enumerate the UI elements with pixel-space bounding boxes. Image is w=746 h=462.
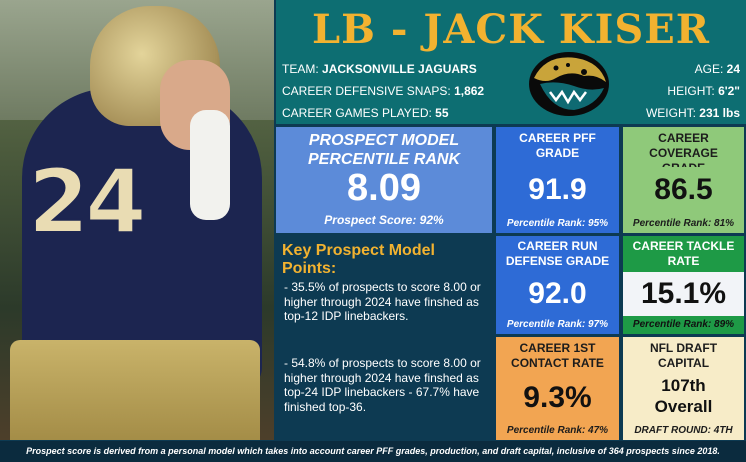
player-hand	[190, 110, 230, 220]
pff-label-line1: CAREER PFF	[519, 131, 596, 145]
player-pants	[10, 340, 260, 440]
games-label: CAREER GAMES PLAYED:	[282, 106, 432, 120]
draft-label-line2: CAPITAL	[657, 356, 710, 370]
games-value: 55	[435, 106, 449, 120]
games-info: CAREER GAMES PLAYED: 55	[282, 106, 449, 120]
prospect-rank-box: PROSPECT MODEL PERCENTILE RANK 8.09 Pros…	[276, 127, 492, 233]
prospect-label-line1: PROSPECT MODEL	[308, 132, 460, 149]
tackle-rate-label: CAREER TACKLE RATE	[623, 239, 744, 269]
pff-grade-label: CAREER PFF GRADE	[496, 131, 619, 161]
draft-capital-value: 107th Overall	[623, 375, 744, 417]
run-defense-rank: Percentile Rank: 97%	[506, 319, 609, 330]
run-defense-box: CAREER RUN DEFENSE GRADE 92.0 Percentile…	[496, 236, 619, 334]
weight-info: WEIGHT: 231 lbs	[646, 106, 740, 120]
draft-label-line1: NFL DRAFT	[649, 341, 718, 355]
snaps-info: CAREER DEFENSIVE SNAPS: 1,862	[282, 84, 484, 98]
contact-rate-rank: Percentile Rank: 47%	[506, 425, 609, 436]
coverage-grade-value: 86.5	[623, 167, 744, 213]
team-value: JACKSONVILLE JAGUARS	[322, 62, 477, 76]
snaps-label: CAREER DEFENSIVE SNAPS:	[282, 84, 451, 98]
key-point-2: - 54.8% of prospects to score 8.00 or hi…	[284, 356, 481, 414]
run-label-line2: DEFENSE GRADE	[505, 254, 610, 268]
pff-grade-value: 91.9	[496, 167, 619, 213]
player-title: LB - JACK KISER	[312, 6, 710, 53]
pff-grade-rank: Percentile Rank: 95%	[506, 218, 609, 229]
tackle-label-line1: CAREER TACKLE	[632, 239, 735, 253]
prospect-score: Prospect Score: 92%	[324, 213, 444, 227]
key-points-title: Key Prospect Model Points:	[282, 242, 435, 277]
player-photo: 24	[0, 0, 274, 440]
contact-rate-value: 9.3%	[496, 375, 619, 421]
run-defense-value: 92.0	[496, 272, 619, 316]
pff-grade-box: CAREER PFF GRADE 91.9 Percentile Rank: 9…	[496, 127, 619, 233]
age-value: 24	[726, 62, 740, 76]
snaps-value: 1,862	[454, 84, 485, 98]
jersey-number: 24	[27, 149, 147, 254]
jaguars-logo-icon	[529, 52, 609, 116]
prospect-label-line2: PERCENTILE RANK	[307, 151, 460, 168]
draft-value-line2: Overall	[654, 397, 713, 416]
tackle-rate-value: 15.1%	[623, 272, 744, 316]
height-value: 6'2"	[718, 84, 740, 98]
weight-label: WEIGHT:	[645, 106, 696, 120]
weight-value: 231 lbs	[699, 106, 740, 120]
age-info: AGE: 24	[695, 62, 740, 76]
run-defense-label: CAREER RUN DEFENSE GRADE	[496, 239, 619, 269]
height-info: HEIGHT: 6'2"	[667, 84, 740, 98]
contact-label-line1: CAREER 1ST	[519, 341, 596, 355]
coverage-grade-box: CAREER COVERAGE GRADE 86.5 Percentile Ra…	[623, 127, 744, 233]
tackle-rate-rank: Percentile Rank: 89%	[632, 319, 735, 330]
draft-value-line1: 107th	[661, 376, 706, 395]
key-points-panel: Key Prospect Model Points: - 35.5% of pr…	[276, 236, 492, 440]
height-label: HEIGHT:	[667, 84, 715, 98]
age-label: AGE:	[694, 62, 724, 76]
team-label: TEAM:	[282, 62, 319, 76]
header-panel: LB - JACK KISER TEAM: JACKSONVILLE JAGUA…	[276, 0, 746, 124]
run-label-line1: CAREER RUN	[517, 239, 598, 253]
footer-note: Prospect score is derived from a persona…	[0, 441, 746, 462]
team-info: TEAM: JACKSONVILLE JAGUARS	[282, 62, 477, 76]
draft-capital-box: NFL DRAFT CAPITAL 107th Overall DRAFT RO…	[623, 337, 744, 440]
tackle-label-line2: RATE	[667, 254, 700, 268]
coverage-label-line1: CAREER COVERAGE	[649, 131, 718, 160]
prospect-value: 8.09	[347, 167, 421, 209]
key-point-1: - 35.5% of prospects to score 8.00 or hi…	[284, 280, 481, 323]
draft-capital-label: NFL DRAFT CAPITAL	[623, 341, 744, 371]
contact-label-line2: CONTACT RATE	[511, 356, 604, 370]
contact-rate-label: CAREER 1ST CONTACT RATE	[496, 341, 619, 371]
pff-label-line2: GRADE	[535, 146, 580, 160]
coverage-grade-rank: Percentile Rank: 81%	[632, 218, 735, 229]
contact-rate-box: CAREER 1ST CONTACT RATE 9.3% Percentile …	[496, 337, 619, 440]
tackle-rate-box: CAREER TACKLE RATE 15.1% Percentile Rank…	[623, 236, 744, 334]
prospect-label: PROSPECT MODEL PERCENTILE RANK	[276, 131, 492, 169]
draft-round: DRAFT ROUND: 4TH	[634, 425, 733, 436]
